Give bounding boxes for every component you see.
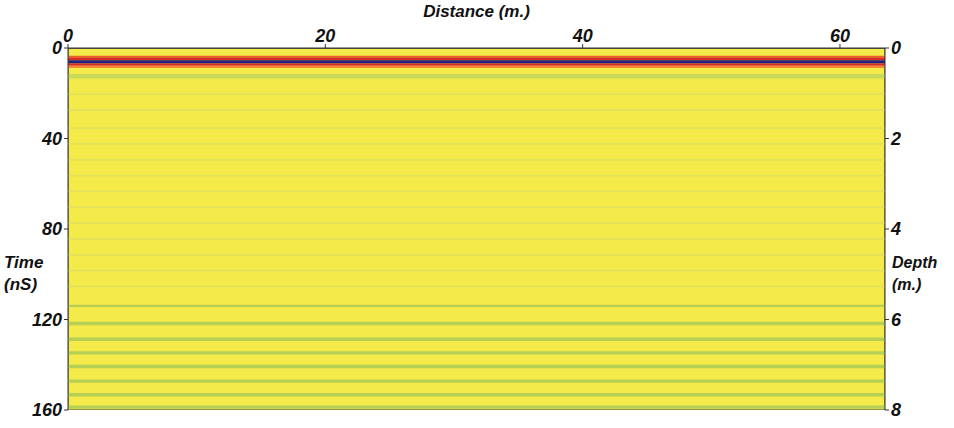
svg-text:40: 40: [572, 26, 593, 46]
svg-text:160: 160: [32, 400, 62, 420]
svg-text:40: 40: [41, 129, 62, 149]
svg-text:6: 6: [891, 310, 902, 330]
svg-text:2: 2: [890, 129, 901, 149]
html-text:Depth: Depth: [892, 254, 938, 272]
svg-text:60: 60: [830, 26, 850, 46]
svg-text:120: 120: [32, 310, 62, 330]
svg-text:8: 8: [891, 400, 901, 420]
svg-text:0: 0: [52, 38, 62, 58]
svg-text:80: 80: [42, 219, 62, 239]
html-text:(nS): (nS): [4, 275, 37, 295]
svg-text:0: 0: [891, 38, 901, 58]
html-text:(m.): (m.): [892, 276, 922, 294]
html-text:Time: Time: [4, 253, 44, 273]
html-text:Distance (m.): Distance (m.): [423, 2, 530, 21]
svg-text:0: 0: [63, 26, 73, 46]
svg-text:4: 4: [890, 219, 901, 239]
svg-text:20: 20: [314, 26, 335, 46]
